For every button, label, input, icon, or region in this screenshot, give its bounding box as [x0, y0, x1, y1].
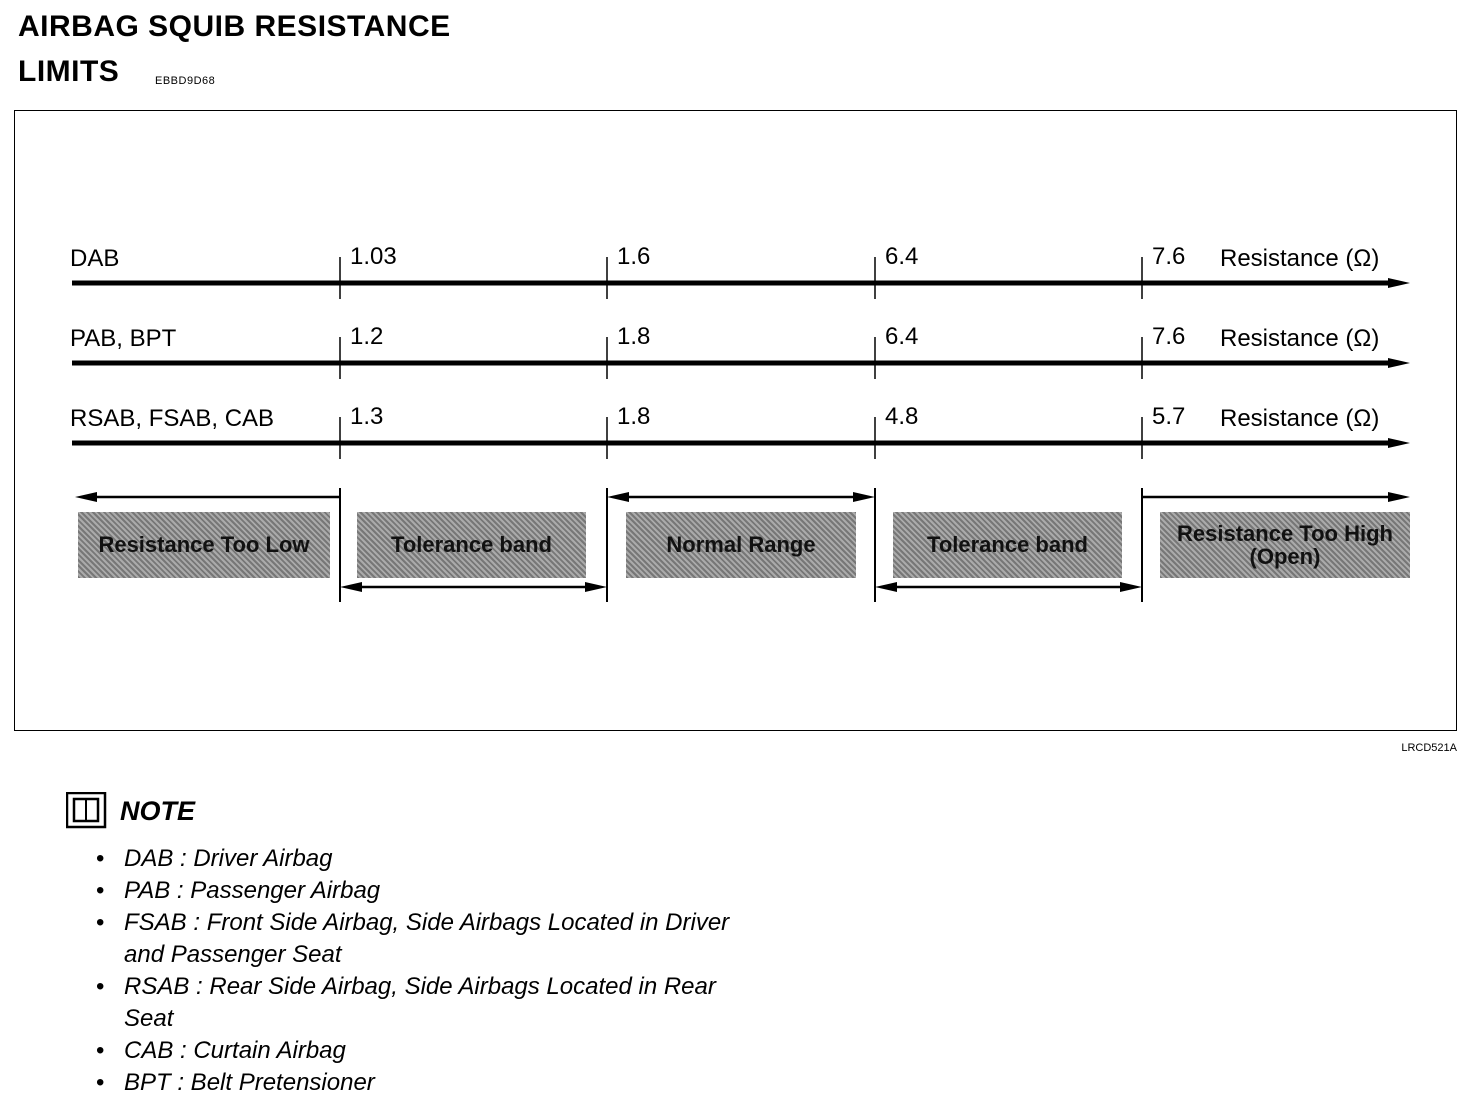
row-label: PAB, BPT: [70, 325, 177, 352]
arrowhead-icon: [340, 582, 362, 592]
note-item: RSAB : Rear Side Airbag, Side Airbags Lo…: [96, 971, 736, 1035]
book-icon: [66, 792, 107, 829]
page-title: AIRBAG SQUIB RESISTANCE: [18, 10, 451, 43]
note-item: FSAB : Front Side Airbag, Side Airbags L…: [96, 907, 736, 971]
arrowhead-icon: [1388, 358, 1410, 368]
threshold-value: 1.6: [617, 243, 651, 270]
zone-box: Resistance Too Low: [78, 512, 330, 578]
threshold-value: 1.8: [617, 323, 651, 350]
row-label: DAB: [70, 245, 120, 272]
threshold-value: 7.6: [1152, 323, 1186, 350]
arrowhead-icon: [1388, 438, 1410, 448]
arrowhead-icon: [875, 582, 897, 592]
threshold-value: 1.8: [617, 403, 651, 430]
note-item: BPT : Belt Pretensioner: [96, 1067, 736, 1099]
arrowhead-icon: [607, 492, 629, 502]
figure-id: LRCD521A: [1401, 742, 1457, 754]
page-title-line2: LIMITS: [18, 55, 120, 88]
threshold-value: 1.2: [350, 323, 384, 350]
zone-box: Tolerance band: [893, 512, 1122, 578]
threshold-value: 1.03: [350, 243, 397, 270]
unit-label: Resistance (Ω): [1220, 405, 1380, 432]
unit-label: Resistance (Ω): [1220, 245, 1380, 272]
arrowhead-icon: [1388, 278, 1410, 288]
arrowhead-icon: [1388, 492, 1410, 502]
threshold-value: 7.6: [1152, 243, 1186, 270]
unit-label: Resistance (Ω): [1220, 325, 1380, 352]
note-item: PAB : Passenger Airbag: [96, 875, 736, 907]
threshold-value: 6.4: [885, 243, 919, 270]
note-item: CAB : Curtain Airbag: [96, 1035, 736, 1067]
zone-box: Normal Range: [626, 512, 856, 578]
doc-code: EBBD9D68: [155, 75, 216, 87]
threshold-value: 1.3: [350, 403, 384, 430]
diagram-frame: [14, 110, 1457, 731]
threshold-value: 5.7: [1152, 403, 1186, 430]
threshold-value: 6.4: [885, 323, 919, 350]
arrowhead-icon: [853, 492, 875, 502]
note-list: DAB : Driver Airbag PAB : Passenger Airb…: [96, 843, 736, 1099]
zone-box: Tolerance band: [357, 512, 586, 578]
arrowhead-icon: [585, 582, 607, 592]
arrowhead-icon: [75, 492, 97, 502]
note-item: DAB : Driver Airbag: [96, 843, 736, 875]
row-label: RSAB, FSAB, CAB: [70, 405, 275, 432]
diagram-lines: [72, 257, 1410, 602]
threshold-value: 4.8: [885, 403, 919, 430]
note-title: NOTE: [120, 796, 196, 826]
arrowhead-icon: [1120, 582, 1142, 592]
zone-box: Resistance Too High (Open): [1160, 512, 1410, 578]
